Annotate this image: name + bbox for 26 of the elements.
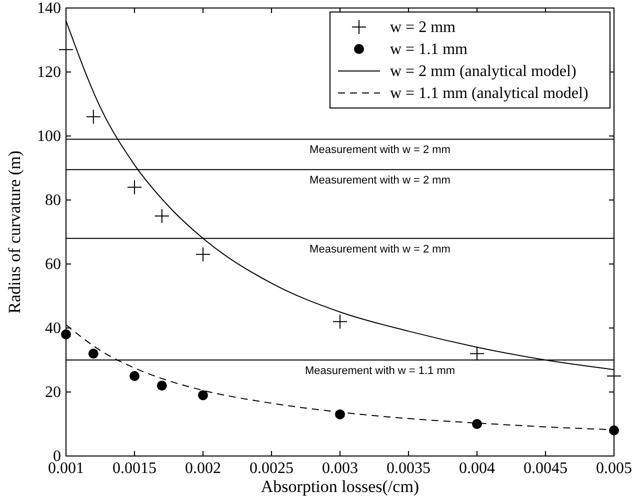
y-tick-label: 120: [37, 64, 61, 81]
x-tick-label: 0.0015: [112, 460, 156, 477]
x-tick-label: 0.002: [185, 460, 221, 477]
legend-label: w = 1.1 mm (analytical model): [390, 85, 588, 102]
x-tick-label: 0.0045: [524, 460, 568, 477]
x-tick-label: 0.001: [48, 460, 84, 477]
x-tick-label: 0.0035: [386, 460, 430, 477]
y-tick-label: 60: [45, 256, 61, 273]
annotation: Measurement with w = 2 mm: [310, 243, 450, 256]
annotation: Measurement with w = 2 mm: [310, 144, 450, 156]
legend-label: w = 1.1 mm: [390, 41, 468, 58]
annotation: Measurement with w = 2 mm: [310, 174, 450, 187]
y-tick-label: 80: [45, 192, 61, 209]
y-tick-label: 40: [45, 320, 61, 337]
legend-label: w = 2 mm (analytical model): [390, 63, 576, 80]
y-tick-label: 100: [37, 128, 61, 145]
annotation: Measurement with w = 1.1 mm: [304, 365, 456, 377]
x-tick-label: 0.004: [459, 460, 495, 477]
x-tick-label: 0.0025: [250, 460, 294, 477]
y-axis-title: Radius of curvature (m): [5, 150, 24, 314]
y-tick-label: 140: [37, 0, 61, 17]
y-tick-label: 20: [45, 384, 61, 401]
legend-label: w = 2 mm: [390, 19, 456, 36]
x-axis-title: Absorption losses(/cm): [260, 477, 420, 496]
x-tick-label: 0.005: [596, 460, 632, 477]
x-tick-label: 0.003: [322, 460, 358, 477]
